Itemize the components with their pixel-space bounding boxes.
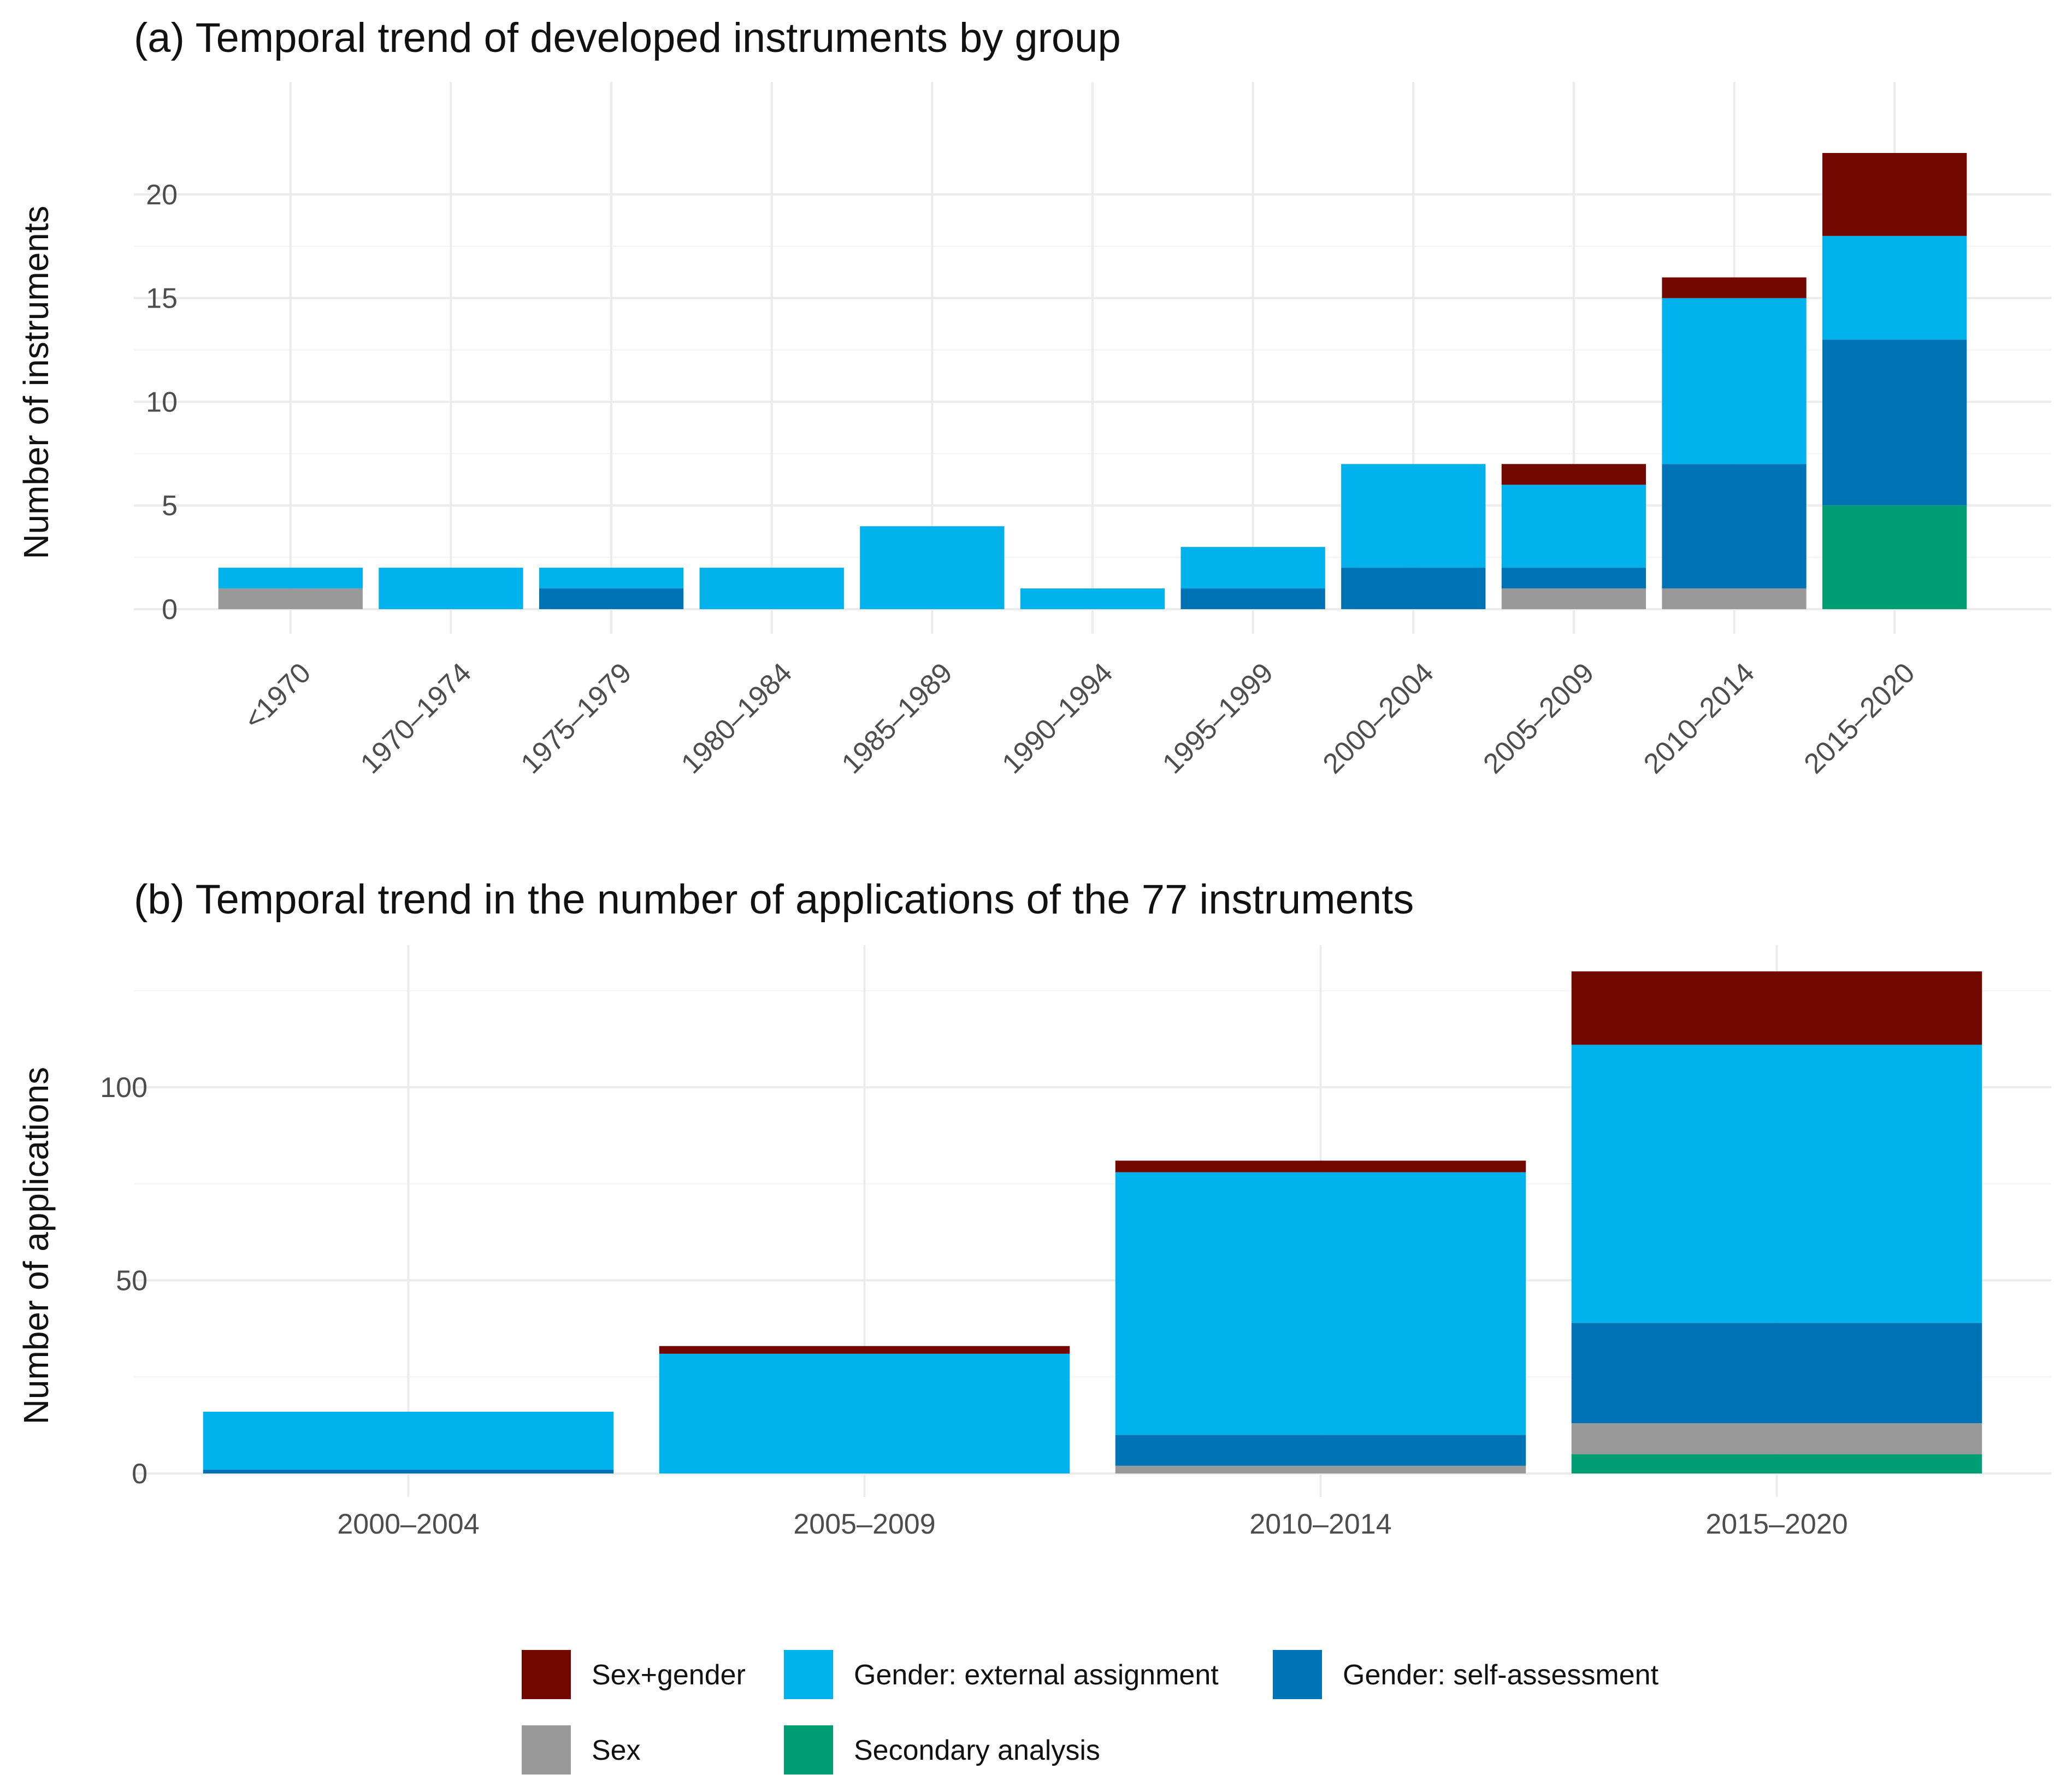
legend-label-self: Gender: self-assessment bbox=[1343, 1659, 1659, 1691]
bar-segment-self bbox=[1501, 568, 1646, 589]
legend-label-sex: Sex bbox=[592, 1735, 641, 1766]
bar-segment-sex_gender bbox=[1115, 1160, 1526, 1172]
panel-a: (a) Temporal trend of developed instrume… bbox=[16, 15, 2051, 780]
bar-segment-self bbox=[1571, 1323, 1982, 1424]
bar-segment-sex_gender bbox=[1571, 971, 1982, 1045]
bar-segment-external bbox=[379, 568, 523, 609]
x-tick-label: 2005–2009 bbox=[793, 1508, 935, 1540]
panel-b-y-axis-label: Number of applications bbox=[16, 1067, 56, 1425]
bar-segment-self bbox=[539, 588, 684, 609]
panel-b-bars bbox=[203, 971, 1982, 1473]
legend-swatch-sex bbox=[522, 1725, 571, 1775]
panel-b: (b) Temporal trend in the number of appl… bbox=[16, 876, 2051, 1540]
bar-segment-external bbox=[659, 1353, 1070, 1473]
x-tick-label: 2010–2014 bbox=[1249, 1508, 1391, 1540]
bar-segment-external bbox=[1501, 485, 1646, 568]
bar-segment-external bbox=[218, 568, 363, 589]
bar-segment-external bbox=[539, 568, 684, 589]
bar-segment-sex bbox=[1662, 588, 1807, 609]
panel-b-y-ticks: 0 50 100 bbox=[100, 1072, 147, 1490]
y-tick-label: 0 bbox=[132, 1458, 147, 1490]
bar-segment-external bbox=[1571, 1045, 1982, 1323]
panel-a-title: (a) Temporal trend of developed instrume… bbox=[134, 15, 1121, 61]
bar-segment-self bbox=[1115, 1435, 1526, 1466]
x-tick-label: 1980–1984 bbox=[675, 657, 798, 780]
bar-segment-external bbox=[203, 1411, 614, 1470]
panel-a-y-axis-label: Number of instruments bbox=[16, 205, 56, 559]
bar-segment-self bbox=[1662, 464, 1807, 589]
x-tick-label: 2005–2009 bbox=[1477, 657, 1600, 780]
bar-segment-external bbox=[1662, 298, 1807, 464]
bar-segment-sex bbox=[1115, 1465, 1526, 1473]
x-tick-label: 1985–1989 bbox=[836, 657, 959, 780]
bar-segment-self bbox=[1180, 588, 1325, 609]
legend-label-sex_gender: Sex+gender bbox=[592, 1659, 746, 1691]
bar-segment-external bbox=[1822, 235, 1967, 340]
y-tick-label: 15 bbox=[146, 283, 178, 315]
bar-segment-external bbox=[699, 568, 844, 609]
y-tick-label: 0 bbox=[162, 594, 178, 626]
bar-segment-self bbox=[1341, 568, 1486, 609]
bar-segment-sex_gender bbox=[1662, 277, 1807, 298]
x-tick-label: 2015–2020 bbox=[1798, 657, 1921, 780]
bar-segment-sex_gender bbox=[1501, 464, 1646, 485]
bar-segment-external bbox=[1180, 547, 1325, 589]
y-tick-label: 20 bbox=[146, 179, 178, 211]
bar-segment-secondary bbox=[1571, 1454, 1982, 1473]
x-tick-label: 2000–2004 bbox=[337, 1508, 479, 1540]
x-tick-label: 1975–1979 bbox=[515, 657, 638, 780]
bar-segment-external bbox=[1341, 464, 1486, 568]
legend: Sex+gender Gender: external assignment Gen… bbox=[522, 1650, 1659, 1775]
bar-segment-sex_gender bbox=[1822, 153, 1967, 236]
legend-swatch-external bbox=[784, 1650, 833, 1699]
legend-swatch-sex_gender bbox=[522, 1650, 571, 1699]
bar-segment-self bbox=[203, 1469, 614, 1473]
bar-segment-external bbox=[1115, 1172, 1526, 1435]
y-tick-label: 50 bbox=[116, 1265, 147, 1297]
x-tick-label: 1995–1999 bbox=[1156, 657, 1279, 780]
bar-segment-sex bbox=[1571, 1423, 1982, 1454]
x-tick-label: 2010–2014 bbox=[1638, 657, 1761, 780]
x-tick-label: 2000–2004 bbox=[1317, 657, 1440, 780]
legend-label-external: Gender: external assignment bbox=[854, 1659, 1219, 1691]
bar-segment-sex bbox=[218, 588, 363, 609]
x-tick-label: 2015–2020 bbox=[1705, 1508, 1847, 1540]
panel-b-x-ticks: 2000–2004 2005–2009 2010–2014 2015–2020 bbox=[337, 1508, 1847, 1540]
bar-segment-external bbox=[860, 526, 1005, 609]
panel-a-bars bbox=[218, 153, 1967, 609]
y-tick-label: 100 bbox=[100, 1072, 147, 1104]
x-tick-label: 1970–1974 bbox=[355, 657, 477, 780]
x-tick-label: <1970 bbox=[238, 657, 317, 735]
bar-segment-self bbox=[1822, 339, 1967, 506]
y-tick-label: 10 bbox=[146, 386, 178, 418]
bar-segment-secondary bbox=[1822, 505, 1967, 609]
panel-a-y-ticks: 0 5 10 15 20 bbox=[146, 179, 178, 626]
y-tick-label: 5 bbox=[162, 490, 178, 522]
legend-swatch-self bbox=[1273, 1650, 1322, 1699]
bar-segment-sex_gender bbox=[659, 1346, 1070, 1354]
panel-b-title: (b) Temporal trend in the number of appl… bbox=[134, 876, 1414, 923]
legend-label-secondary: Secondary analysis bbox=[854, 1735, 1100, 1766]
panel-a-x-ticks: <1970 1970–1974 1975–1979 1980–1984 1985–198… bbox=[238, 657, 1921, 780]
legend-swatch-secondary bbox=[784, 1725, 833, 1775]
bar-segment-external bbox=[1020, 588, 1165, 609]
x-tick-label: 1990–1994 bbox=[996, 657, 1119, 780]
bar-segment-sex bbox=[1501, 588, 1646, 609]
